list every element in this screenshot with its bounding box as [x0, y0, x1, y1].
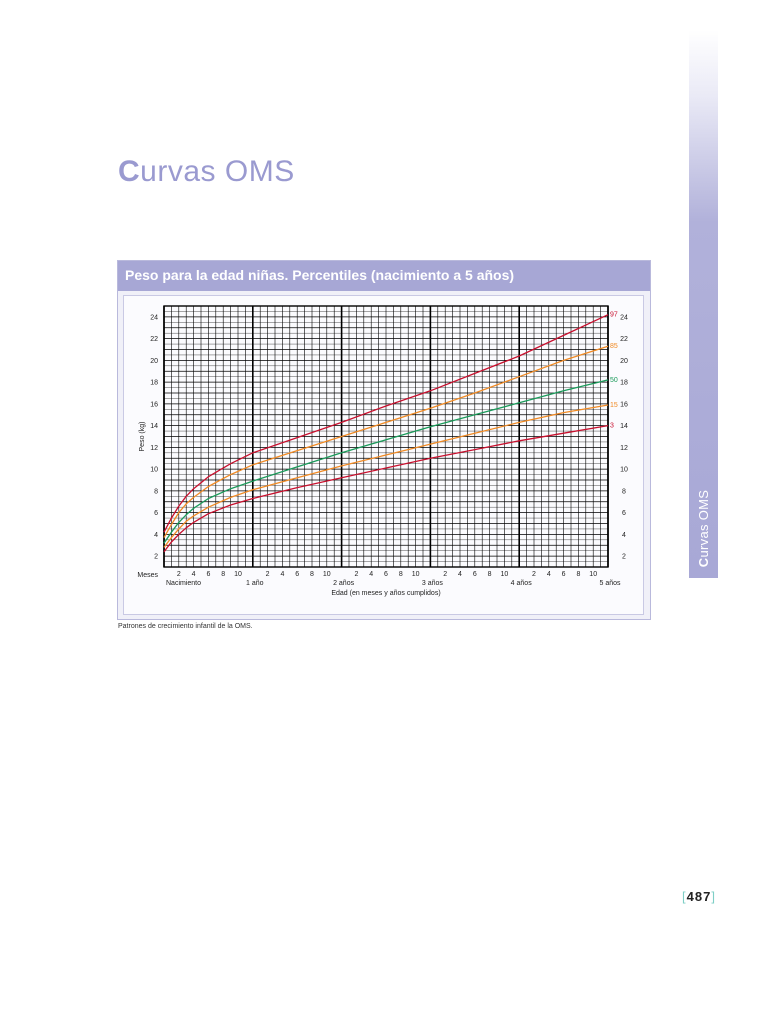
- y-tick-label-left: 14: [150, 423, 158, 430]
- y-tick-label-right: 24: [620, 314, 628, 321]
- percentile-line-85: [163, 345, 609, 538]
- y-tick-label-left: 8: [154, 488, 158, 495]
- month-tick-label: 6: [473, 571, 477, 578]
- month-tick-label: 2: [532, 571, 536, 578]
- month-tick-label: 4: [369, 571, 373, 578]
- month-tick-label: 10: [589, 571, 597, 578]
- percentile-label-3: 3: [610, 423, 614, 430]
- month-tick-label: 6: [206, 571, 210, 578]
- page-number: [487]: [682, 889, 716, 904]
- month-tick-label: 4: [192, 571, 196, 578]
- month-tick-label: 2: [443, 571, 447, 578]
- y-tick-label-left: 20: [150, 358, 158, 365]
- y-tick-label-right: 2: [622, 554, 626, 561]
- percentile-line-50: [163, 379, 609, 544]
- month-tick-label: 8: [488, 571, 492, 578]
- side-label-rest: urvas OMS: [696, 489, 712, 558]
- month-tick-label: 8: [576, 571, 580, 578]
- month-tick-label: 6: [384, 571, 388, 578]
- year-tick-label: 5 años: [599, 580, 621, 587]
- percentile-label-15: 15: [610, 402, 618, 409]
- percentile-line-97: [163, 314, 609, 533]
- year-tick-label: 4 años: [511, 580, 533, 587]
- bracket-open: [: [682, 889, 687, 904]
- y-tick-label-left: 12: [150, 445, 158, 452]
- y-tick-label-left: 6: [154, 510, 158, 517]
- chart-header: Peso para la edad niñas. Percentiles (na…: [118, 261, 650, 291]
- y-tick-label-left: 18: [150, 380, 158, 387]
- grid: [163, 305, 609, 568]
- month-tick-label: 10: [323, 571, 331, 578]
- percentile-label-50: 50: [610, 377, 618, 384]
- month-tick-label: 2: [354, 571, 358, 578]
- y-tick-label-right: 22: [620, 336, 628, 343]
- percentile-label-85: 85: [610, 343, 618, 350]
- month-tick-label: 8: [310, 571, 314, 578]
- y-tick-label-left: 22: [150, 336, 158, 343]
- y-tick-label-right: 20: [620, 358, 628, 365]
- month-tick-label: 10: [234, 571, 242, 578]
- side-band: [689, 30, 718, 578]
- y-tick-label-left: 16: [150, 401, 158, 408]
- chart-title: Peso para la edad niñas. Percentiles (na…: [125, 267, 515, 283]
- y-tick-label-right: 14: [620, 423, 628, 430]
- y-tick-label-right: 4: [622, 532, 626, 539]
- chart-plot-frame: 2 2 4 4 6 6 8 8 10 10 12 12 14 14 16 16 18 18 20 20 22 22 24 24…: [123, 295, 644, 615]
- month-tick-label: 2: [177, 571, 181, 578]
- y-tick-label-right: 8: [622, 488, 626, 495]
- y-tick-label-left: 2: [154, 554, 158, 561]
- y-tick-label-right: 12: [620, 445, 628, 452]
- y-tick-label-right: 16: [620, 401, 628, 408]
- y-tick-label-right: 6: [622, 510, 626, 517]
- page-title-initial: C: [118, 155, 141, 188]
- month-tick-label: 2: [266, 571, 270, 578]
- side-section-label: Curvas OMS: [689, 480, 718, 576]
- year-tick-label: 2 años: [333, 580, 355, 587]
- y-axis-label: Peso (kg): [139, 422, 146, 452]
- month-tick-label: 6: [562, 571, 566, 578]
- month-tick-label: 4: [547, 571, 551, 578]
- y-tick-label-right: 10: [620, 467, 628, 474]
- y-tick-label-left: 10: [150, 467, 158, 474]
- month-tick-label: 8: [399, 571, 403, 578]
- month-tick-label: 10: [501, 571, 509, 578]
- bracket-close: ]: [711, 889, 716, 904]
- y-tick-label-right: 18: [620, 380, 628, 387]
- side-label-initial: C: [696, 557, 712, 567]
- plot-border: [163, 305, 609, 568]
- source-note: Patrones de crecimiento infantil de la O…: [118, 623, 253, 630]
- page-title-rest: urvas OMS: [140, 155, 295, 188]
- year-tick-label: 1 año: [246, 580, 264, 587]
- chart-panel: Peso para la edad niñas. Percentiles (na…: [117, 260, 651, 620]
- y-tick-label-left: 4: [154, 532, 158, 539]
- month-tick-label: 4: [280, 571, 284, 578]
- month-tick-label: 4: [458, 571, 462, 578]
- month-tick-label: 8: [221, 571, 225, 578]
- y-tick-label-left: 24: [150, 314, 158, 321]
- percentile-line-15: [163, 404, 609, 548]
- month-tick-label: 6: [295, 571, 299, 578]
- month-tick-label: 10: [412, 571, 420, 578]
- percentile-line-3: [163, 424, 609, 553]
- page-title: Curvas OMS: [118, 155, 295, 189]
- x-axis-label: Edad (en meses y años cumplidos): [331, 590, 440, 597]
- year-tick-label: Nacimiento: [166, 580, 201, 587]
- x-axis-row-label: Meses: [137, 572, 158, 579]
- percentile-label-97: 97: [610, 312, 618, 319]
- page-number-value: 487: [686, 889, 712, 904]
- year-tick-label: 3 años: [422, 580, 444, 587]
